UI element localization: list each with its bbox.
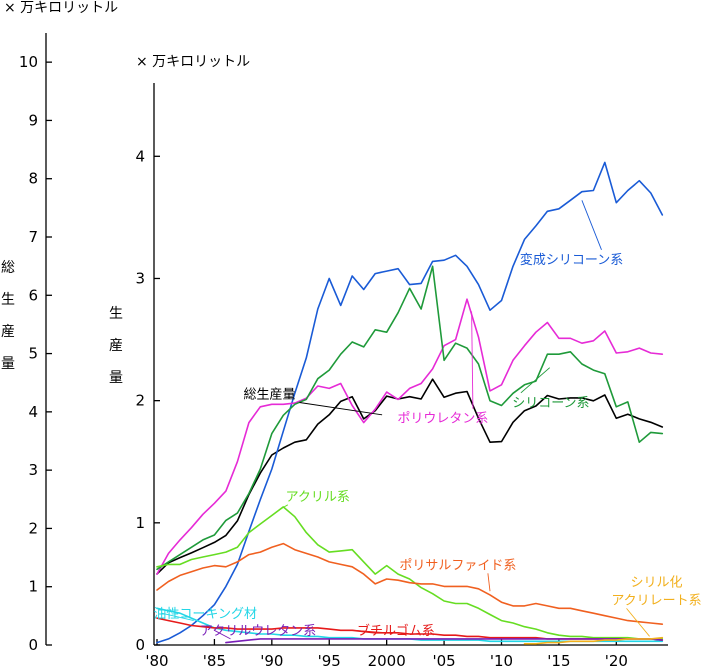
series-label-leader bbox=[487, 573, 491, 592]
x-axis: '80 '85 '90 '95 2000 '05 '10 '15 '20 bbox=[145, 639, 668, 668]
right-axis: × 万キロリットル 生産量 0 1 2 3 4 bbox=[109, 54, 250, 654]
series-lines bbox=[156, 161, 664, 645]
x-tick-label: '10 bbox=[490, 652, 513, 668]
series-label-leader bbox=[279, 504, 289, 510]
right-tick-label: 4 bbox=[135, 147, 145, 165]
series-line-3 bbox=[156, 265, 664, 571]
right-unit-label: × 万キロリットル bbox=[136, 54, 250, 70]
series-label-leader bbox=[299, 402, 383, 416]
right-axis-ticks: 0 1 2 3 4 bbox=[135, 83, 160, 654]
x-tick-label: '85 bbox=[203, 652, 226, 668]
series-label-text: シリル化 bbox=[631, 575, 683, 590]
left-axis-title-char: 量 bbox=[1, 356, 15, 372]
series-label-text: ブチルゴム系 bbox=[357, 623, 435, 639]
x-tick-label: 2000 bbox=[368, 652, 406, 668]
series-label-text: シリコーン系 bbox=[512, 396, 589, 411]
left-axis-title-char: 産 bbox=[1, 324, 15, 340]
series-label-text: 総生産量 bbox=[244, 386, 296, 402]
left-tick-label: 1 bbox=[28, 578, 38, 596]
series-label-leader bbox=[626, 608, 650, 637]
series-label-text: アクリレート系 bbox=[611, 593, 701, 608]
series-line-5 bbox=[156, 542, 664, 626]
left-tick-label: 9 bbox=[28, 111, 38, 129]
left-axis-title-char: 総 bbox=[1, 260, 15, 276]
left-axis-title-char: 生 bbox=[1, 292, 15, 308]
series-line-2 bbox=[156, 298, 664, 575]
left-tick-label: 3 bbox=[28, 461, 38, 479]
series-line-8 bbox=[225, 638, 664, 644]
series-label-text: アクリルウレタン系 bbox=[200, 624, 316, 639]
series-label-0: 総生産量 bbox=[244, 386, 383, 416]
x-tick-label: '95 bbox=[318, 652, 341, 668]
series-line-0 bbox=[156, 378, 664, 575]
series-label-text: アクリル系 bbox=[286, 490, 350, 505]
right-axis-title-char: 量 bbox=[109, 370, 123, 386]
x-tick-label: '90 bbox=[260, 652, 283, 668]
left-axis-title: 総生産量 bbox=[1, 260, 15, 372]
x-tick-label: '15 bbox=[547, 652, 570, 668]
series-label-leader bbox=[581, 200, 602, 250]
left-tick-label: 7 bbox=[28, 228, 38, 246]
series-line-1 bbox=[156, 161, 664, 644]
left-tick-label: 2 bbox=[28, 519, 38, 537]
series-line-4 bbox=[156, 506, 664, 640]
series-label-text: ポリウレタン系 bbox=[397, 412, 488, 427]
series-label-text: ポリサルファイド系 bbox=[399, 558, 516, 573]
left-tick-label: 0 bbox=[28, 636, 38, 654]
left-tick-label: 5 bbox=[28, 345, 38, 363]
series-label-text: 油性コーキング材 bbox=[153, 607, 257, 622]
left-axis-ticks: 0 1 2 3 4 5 6 7 8 9 10 bbox=[19, 33, 52, 654]
left-tick-label: 8 bbox=[28, 170, 38, 188]
series-line-9 bbox=[523, 636, 664, 645]
series-label-leader bbox=[471, 311, 474, 409]
series-label-1: 変成シリコーン系 bbox=[520, 200, 623, 268]
left-tick-label: 4 bbox=[28, 403, 38, 421]
series-label-leader bbox=[161, 612, 194, 622]
x-tick-label: '05 bbox=[432, 652, 455, 668]
series-label-leader bbox=[351, 629, 387, 634]
series-label-5: ポリサルファイド系 bbox=[399, 558, 516, 592]
series-label-text: 変成シリコーン系 bbox=[520, 252, 623, 268]
series-label-9: ブチルゴム系 bbox=[351, 623, 435, 639]
series-label-8: アクリルウレタン系 bbox=[200, 624, 316, 640]
series-label-leader bbox=[213, 629, 231, 640]
right-axis-title: 生産量 bbox=[109, 306, 123, 386]
series-label-7: 油性コーキング材 bbox=[153, 607, 257, 622]
left-tick-label: 10 bbox=[19, 53, 38, 71]
right-tick-label: 2 bbox=[135, 392, 145, 410]
right-tick-label: 1 bbox=[135, 514, 145, 532]
left-unit-label: × 万キロリットル bbox=[4, 0, 118, 16]
right-axis-title-char: 生 bbox=[109, 306, 123, 322]
series-label-leader bbox=[520, 367, 550, 394]
x-tick-label: '80 bbox=[145, 652, 168, 668]
right-tick-label: 3 bbox=[135, 269, 145, 287]
series-label-2: ポリウレタン系 bbox=[397, 311, 488, 427]
right-tick-label: 0 bbox=[135, 636, 145, 654]
series-label-3: シリコーン系 bbox=[512, 367, 590, 411]
right-axis-title-char: 産 bbox=[109, 338, 123, 354]
x-tick-label: '20 bbox=[605, 652, 628, 668]
left-axis: × 万キロリットル 総生産量 0 1 2 3 4 5 6 7 8 9 10 bbox=[1, 0, 118, 654]
left-tick-label: 6 bbox=[28, 286, 38, 304]
series-label-4: アクリル系 bbox=[279, 490, 350, 510]
